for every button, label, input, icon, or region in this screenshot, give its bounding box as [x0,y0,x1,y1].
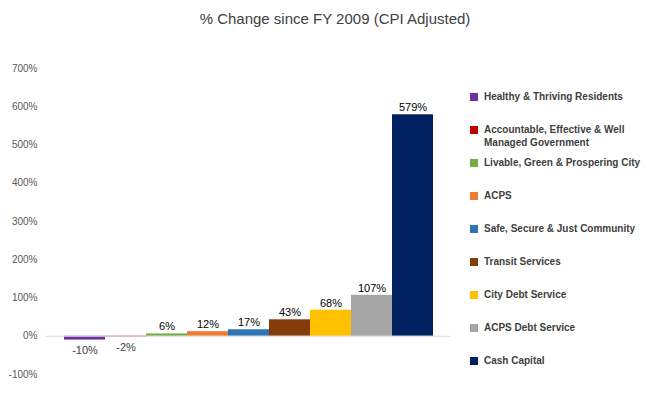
svg-text:-2%: -2% [116,341,136,353]
svg-text:-10%: -10% [72,344,98,356]
html-text:Cash Capital: Cash Capital [484,355,545,366]
svg-text:100%: 100% [12,292,38,303]
svg-text:700%: 700% [12,63,38,74]
svg-text:500%: 500% [12,139,38,150]
html-text:Healthy & Thriving Residents: Healthy & Thriving Residents [484,91,623,102]
html-text:% Change since FY 2009 (CPI Ad: % Change since FY 2009 (CPI Adjusted) [199,10,471,27]
svg-text:0%: 0% [23,330,38,341]
svg-text:-100%: -100% [9,369,38,380]
svg-text:6%: 6% [159,320,175,332]
html-text:ACPS Debt Service: ACPS Debt Service [484,322,576,333]
svg-text:600%: 600% [12,101,38,112]
svg-text:12%: 12% [197,318,219,330]
html-text:City Debt Service: City Debt Service [484,289,567,300]
svg-text:107%: 107% [358,282,386,294]
svg-text:68%: 68% [320,297,342,309]
svg-text:579%: 579% [399,101,427,113]
svg-text:17%: 17% [238,316,260,328]
html-text:ACPS: ACPS [484,190,512,201]
html-text:Safe, Secure & Just Community: Safe, Secure & Just Community [484,223,636,234]
svg-text:43%: 43% [279,306,301,318]
svg-text:300%: 300% [12,216,38,227]
html-text:Livable, Green & Prospering Ci: Livable, Green & Prospering City [484,157,641,168]
html-text:Transit Services: Transit Services [484,256,561,267]
html-text:Accountable, Effective & Well: Accountable, Effective & Well Managed Go… [484,124,625,148]
svg-text:400%: 400% [12,177,38,188]
svg-text:200%: 200% [12,254,38,265]
